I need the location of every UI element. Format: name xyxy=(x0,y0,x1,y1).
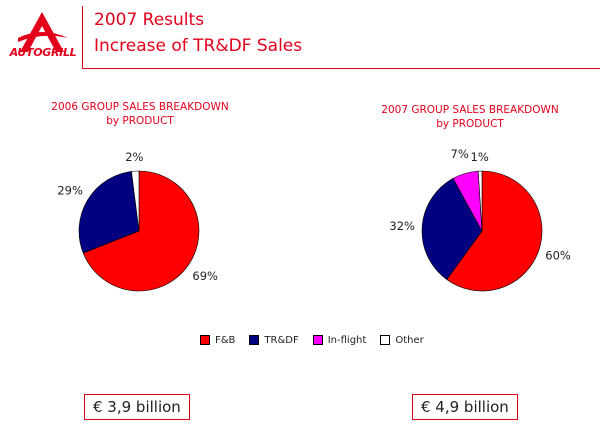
pie-2006-label-f-b: 69% xyxy=(192,269,218,283)
autogrill-logo xyxy=(18,12,68,52)
pie-2006-label-other: 2% xyxy=(125,150,143,164)
pie-2007-label-in-flight: 7% xyxy=(451,147,469,161)
legend-label-inflight: In-flight xyxy=(327,334,367,346)
pie-2007-slice-other xyxy=(477,170,483,232)
chart-2006-title-line2: by PRODUCT xyxy=(106,115,174,127)
pie-2007-slice-f-b xyxy=(446,170,543,292)
legend-item-other: Other xyxy=(380,334,424,346)
legend-swatch-inflight xyxy=(312,335,323,345)
pie-2006-slice-f-b xyxy=(82,170,200,292)
legend-swatch-fb xyxy=(200,335,210,345)
chart-2007-title-line1: 2007 GROUP SALES BREAKDOWN xyxy=(381,104,559,116)
legend-item-trdf: TR&DF xyxy=(249,334,299,346)
header-horizontal-rule xyxy=(82,68,600,69)
header-vertical-rule xyxy=(82,6,83,68)
pie-2007-label-f-b: 60% xyxy=(545,249,571,263)
pie-2006-label-tr-df: 29% xyxy=(57,183,83,197)
pie-2006-slice-other xyxy=(131,170,140,232)
chart-2007-title-line2: by PRODUCT xyxy=(436,118,504,130)
legend-label-fb: F&B xyxy=(215,334,236,346)
pie-2007-label-other: 1% xyxy=(471,150,489,164)
legend-swatch-trdf xyxy=(249,335,260,345)
pie-2007-label-tr-df: 32% xyxy=(389,219,415,233)
page-subtitle: Increase of TR&DF Sales xyxy=(94,36,303,56)
page-title: 2007 Results xyxy=(94,10,205,30)
pie-2007-slice-tr-df xyxy=(421,178,483,280)
chart-2007-title: 2007 GROUP SALES BREAKDOWN by PRODUCT xyxy=(350,103,590,131)
total-2006: € 3,9 billion xyxy=(84,394,190,420)
logo-wordmark: AUTOGRILL xyxy=(9,46,77,59)
total-2007: € 4,9 billion xyxy=(412,394,518,420)
legend-label-trdf: TR&DF xyxy=(264,334,299,346)
legend-item-inflight: In-flight xyxy=(312,334,367,346)
legend-item-fb: F&B xyxy=(200,335,235,346)
pie-2006-slice-tr-df xyxy=(78,171,140,254)
chart-2006-title-line1: 2006 GROUP SALES BREAKDOWN xyxy=(51,101,229,113)
chart-legend: F&B TR&DF In-flight Other xyxy=(200,332,424,348)
chart-2006-title: 2006 GROUP SALES BREAKDOWN by PRODUCT xyxy=(20,100,260,128)
legend-swatch-other xyxy=(380,335,391,345)
legend-label-other: Other xyxy=(395,334,424,346)
